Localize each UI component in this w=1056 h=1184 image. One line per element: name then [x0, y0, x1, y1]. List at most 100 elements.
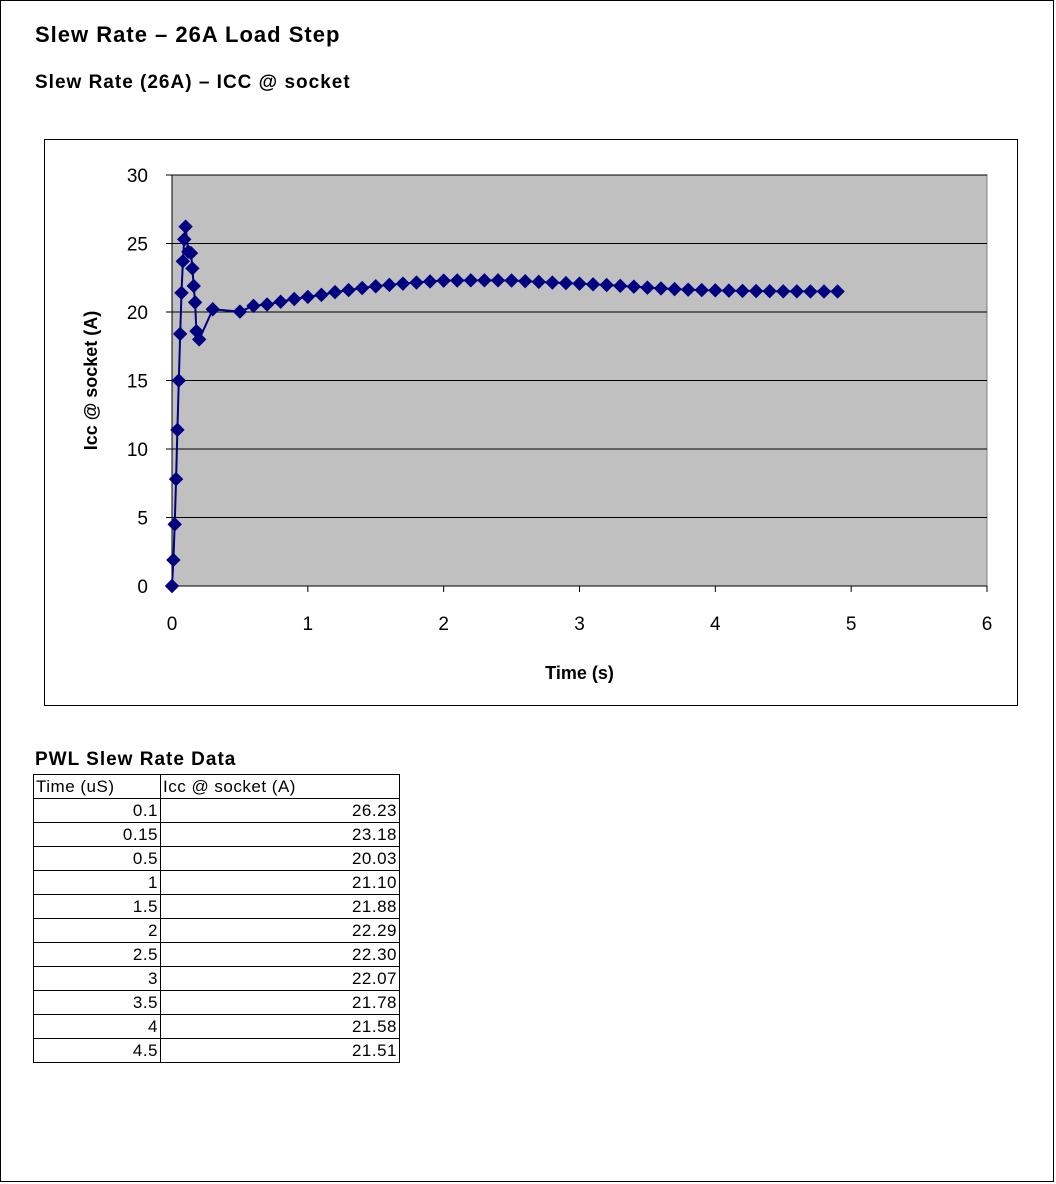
- table-row: 0.5 20.03: [33, 846, 400, 871]
- data-point: [166, 552, 181, 568]
- data-point: [232, 304, 248, 319]
- cell-time: 1.5: [33, 894, 161, 919]
- table-row: 0.1 26.23: [33, 798, 400, 823]
- data-point: [300, 289, 316, 305]
- data-point: [186, 278, 201, 294]
- cell-icc: 26.23: [160, 798, 400, 823]
- table-row: 2 22.29: [33, 918, 400, 943]
- data-point: [191, 332, 207, 347]
- header-time: Time (uS): [33, 774, 161, 799]
- data-point: [789, 284, 805, 299]
- cell-time: 4: [33, 1014, 161, 1039]
- data-point: [327, 284, 343, 300]
- data-point: [626, 279, 642, 294]
- data-point: [164, 578, 180, 594]
- data-point: [504, 273, 519, 288]
- x-tick-label: 1: [303, 614, 314, 635]
- data-point: [762, 283, 777, 299]
- data-point: [382, 277, 397, 293]
- x-tick-label: 6: [982, 614, 993, 635]
- data-point: [168, 471, 184, 487]
- data-point: [558, 275, 574, 291]
- data-point: [170, 422, 185, 438]
- data-point: [613, 278, 628, 294]
- data-point: [172, 326, 188, 342]
- data-point: [183, 245, 199, 261]
- table-body: 0.1 26.23 0.15 23.18 0.5 20.03 1 21.10 1.5 21.88 2…: [33, 798, 400, 1063]
- cell-icc: 23.18: [160, 822, 400, 847]
- data-point: [545, 275, 560, 290]
- cell-time: 1: [33, 870, 161, 895]
- data-point: [477, 273, 492, 288]
- data-point: [395, 276, 411, 291]
- x-tick-label: 3: [574, 614, 585, 635]
- data-point: [287, 291, 302, 307]
- data-point: [653, 281, 669, 296]
- x-tick-label: 0: [167, 614, 178, 635]
- data-point: [735, 283, 750, 299]
- x-tick-label: 2: [438, 614, 449, 635]
- data-point: [409, 275, 424, 290]
- page-title: Slew Rate – 26A Load Step: [35, 22, 341, 47]
- cell-time: 0.5: [33, 846, 161, 871]
- y-tick-label: 10: [127, 440, 148, 461]
- cell-icc: 21.10: [160, 870, 400, 895]
- y-tick-label: 25: [127, 235, 148, 256]
- cell-time: 0.15: [33, 822, 161, 847]
- data-point: [708, 283, 723, 298]
- table-row: 1.5 21.88: [33, 894, 400, 919]
- data-point: [517, 273, 533, 289]
- data-point: [175, 254, 191, 269]
- y-tick-label: 0: [137, 577, 148, 598]
- y-axis-label: Icc @ socket (A): [81, 311, 101, 451]
- y-tick-label: 5: [137, 509, 148, 530]
- gridlines: [172, 174, 987, 518]
- tick-labels: 0 5 10 15 20 25 30 0 1 2 3 4 5 6: [127, 166, 992, 635]
- data-point: [450, 273, 465, 288]
- pwl-data-table: Time (uS) Icc @ socket (A) 0.1 26.23 0.15 2…: [33, 774, 400, 1063]
- data-point: [667, 281, 682, 297]
- data-point: [259, 297, 275, 312]
- table-title: PWL Slew Rate Data: [35, 749, 237, 770]
- data-point: [178, 219, 193, 234]
- slew-rate-chart: 0 5 10 15 20 25 30 0 1 2 3 4 5 6 Time (s) Icc @ socke…: [81, 166, 992, 683]
- data-point: [599, 277, 614, 293]
- cell-icc: 21.88: [160, 894, 400, 919]
- cell-icc: 21.78: [160, 990, 400, 1015]
- table-row: 4.5 21.51: [33, 1038, 400, 1063]
- table-row: 1 21.10: [33, 870, 400, 895]
- data-point: [273, 294, 288, 309]
- header-icc: Icc @ socket (A): [160, 774, 400, 799]
- series-icc: [164, 219, 845, 594]
- cell-time: 0.1: [33, 798, 161, 823]
- data-point: [187, 295, 203, 310]
- x-axis-label: Time (s): [545, 663, 614, 683]
- data-point: [185, 261, 200, 276]
- data-point: [816, 284, 832, 299]
- cell-time: 3: [33, 966, 161, 991]
- data-point: [640, 280, 655, 295]
- data-point: [177, 232, 192, 247]
- cell-time: 4.5: [33, 1038, 161, 1063]
- data-point: [721, 283, 737, 298]
- table-row: 3 22.07: [33, 966, 400, 991]
- table-row: 3.5 21.78: [33, 990, 400, 1015]
- chart-area: 0 5 10 15 20 25 30 0 1 2 3 4 5 6 Time (s) Icc @ socke…: [44, 139, 1018, 706]
- data-point: [803, 284, 818, 299]
- data-point: [748, 283, 764, 299]
- data-point: [422, 274, 438, 289]
- data-point: [436, 273, 451, 288]
- data-point: [694, 282, 709, 298]
- cell-time: 2: [33, 918, 161, 943]
- data-point: [531, 274, 546, 290]
- data-point: [680, 282, 696, 297]
- table-header-row: Time (uS) Icc @ socket (A): [33, 774, 400, 799]
- table-row: 2.5 22.30: [33, 942, 400, 967]
- x-tick-label: 5: [846, 614, 857, 635]
- data-point: [167, 517, 182, 532]
- data-point: [776, 284, 791, 299]
- cell-icc: 21.51: [160, 1038, 400, 1063]
- data-point: [341, 282, 356, 298]
- cell-icc: 20.03: [160, 846, 400, 871]
